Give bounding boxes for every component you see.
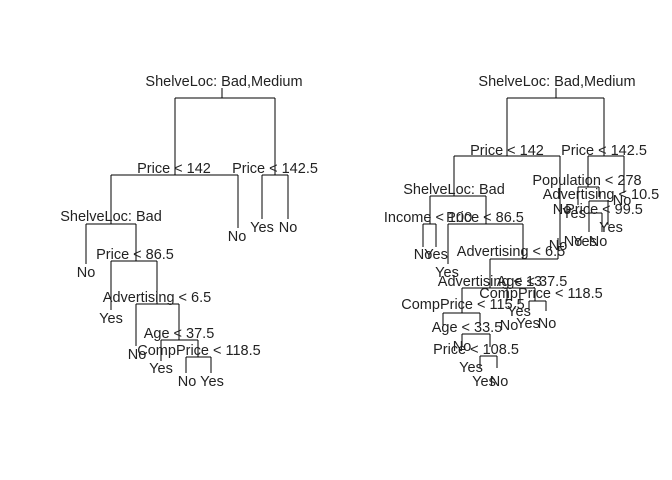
node-label: Price < 86.5 <box>96 247 174 263</box>
node-label: ShelveLoc: Bad,Medium <box>145 74 302 90</box>
leaf-label: No <box>538 316 557 332</box>
node-label: Income < 100 <box>384 210 472 226</box>
leaf-label: Yes <box>562 206 586 222</box>
leaf-label: No <box>128 347 147 363</box>
right-tree: ShelveLoc: Bad,Medium Price < 142 Price … <box>384 74 659 390</box>
node-label: Price < 99.5 <box>565 202 643 218</box>
node-label: Age < 33.5 <box>432 320 503 336</box>
node-label: Advertising < 13 <box>438 274 542 290</box>
node-label: Price < 86.5 <box>446 210 524 226</box>
leaf-label: No <box>228 229 247 245</box>
node-label: Age < 37.5 <box>144 326 215 342</box>
left-tree: ShelveLoc: Bad,Medium Price < 142 Price … <box>60 74 318 390</box>
node-label: CompPrice < 118.5 <box>479 286 602 302</box>
node-label: Price < 142.5 <box>561 143 647 159</box>
leaf-label: No <box>589 234 608 250</box>
leaf-label: No <box>500 318 519 334</box>
node-label: Price < 142 <box>137 161 211 177</box>
leaf-label: Yes <box>435 265 459 281</box>
leaf-label: Yes <box>149 361 173 377</box>
node-label: ShelveLoc: Bad,Medium <box>478 74 635 90</box>
leaf-label: Yes <box>516 316 540 332</box>
leaf-label: Yes <box>424 247 448 263</box>
node-label: Price < 142.5 <box>232 161 318 177</box>
node-label: Advertising < 10.5 <box>543 187 659 203</box>
node-label: Age < 37.5 <box>497 274 568 290</box>
leaf-label: No <box>490 374 509 390</box>
node-label: Price < 108.5 <box>433 342 519 358</box>
node-label: Advertising < 6.5 <box>457 244 565 260</box>
leaf-label: Yes <box>507 304 531 320</box>
node-label: Price < 142 <box>470 143 544 159</box>
leaf-label: No <box>279 220 298 236</box>
node-label: ShelveLoc: Bad <box>60 209 162 225</box>
leaf-label: Yes <box>459 360 483 376</box>
leaf-label: No <box>564 234 583 250</box>
leaf-label: Yes <box>573 234 597 250</box>
node-label: ShelveLoc: Bad <box>403 182 505 198</box>
leaf-label: Yes <box>472 374 496 390</box>
leaf-label: No <box>553 202 572 218</box>
leaf-label: Yes <box>200 374 224 390</box>
leaf-label: No <box>414 247 433 263</box>
leaf-label: Yes <box>599 220 623 236</box>
leaf-label: No <box>453 339 472 355</box>
node-label: Advertising < 6.5 <box>103 290 211 306</box>
leaf-label: No <box>178 374 197 390</box>
leaf-label: No <box>613 193 632 209</box>
leaf-label: Yes <box>99 311 123 327</box>
node-label: CompPrice < 118.5 <box>137 343 260 359</box>
leaf-label: No <box>77 265 96 281</box>
node-label: CompPrice < 115.5 <box>401 297 524 313</box>
leaf-label: Yes <box>250 220 274 236</box>
node-label: Population < 278 <box>532 173 641 189</box>
leaf-label: No <box>549 238 568 254</box>
